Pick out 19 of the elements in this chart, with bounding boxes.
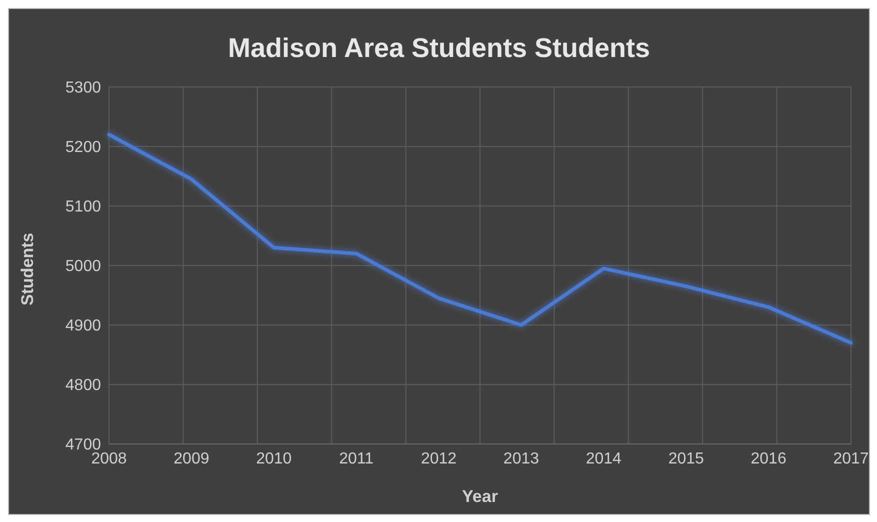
x-axis-title: Year: [462, 487, 498, 506]
x-tick-label: 2013: [503, 450, 540, 468]
line-series: [107, 132, 853, 345]
y-tick-label: 5000: [65, 258, 102, 276]
y-axis-title: Students: [18, 232, 38, 306]
y-tick-label: 5100: [65, 198, 102, 216]
y-tick-label: 5300: [65, 80, 102, 97]
x-tick-label: 2014: [586, 450, 622, 468]
y-tick-label: 4800: [65, 377, 102, 394]
y-tick-label: 5200: [65, 139, 102, 156]
y-tick-label: 4900: [65, 318, 102, 335]
x-tick-label: 2010: [256, 450, 292, 468]
x-tick-label: 2015: [668, 450, 704, 468]
x-tick-label: 2016: [750, 450, 786, 468]
x-tick-label: 2012: [420, 450, 457, 468]
x-tick-label: 2011: [339, 450, 374, 468]
x-tick-label: 2017: [833, 450, 869, 468]
chart-title: Madison Area Students Students: [226, 33, 652, 64]
x-tick-label: 2009: [174, 450, 210, 468]
